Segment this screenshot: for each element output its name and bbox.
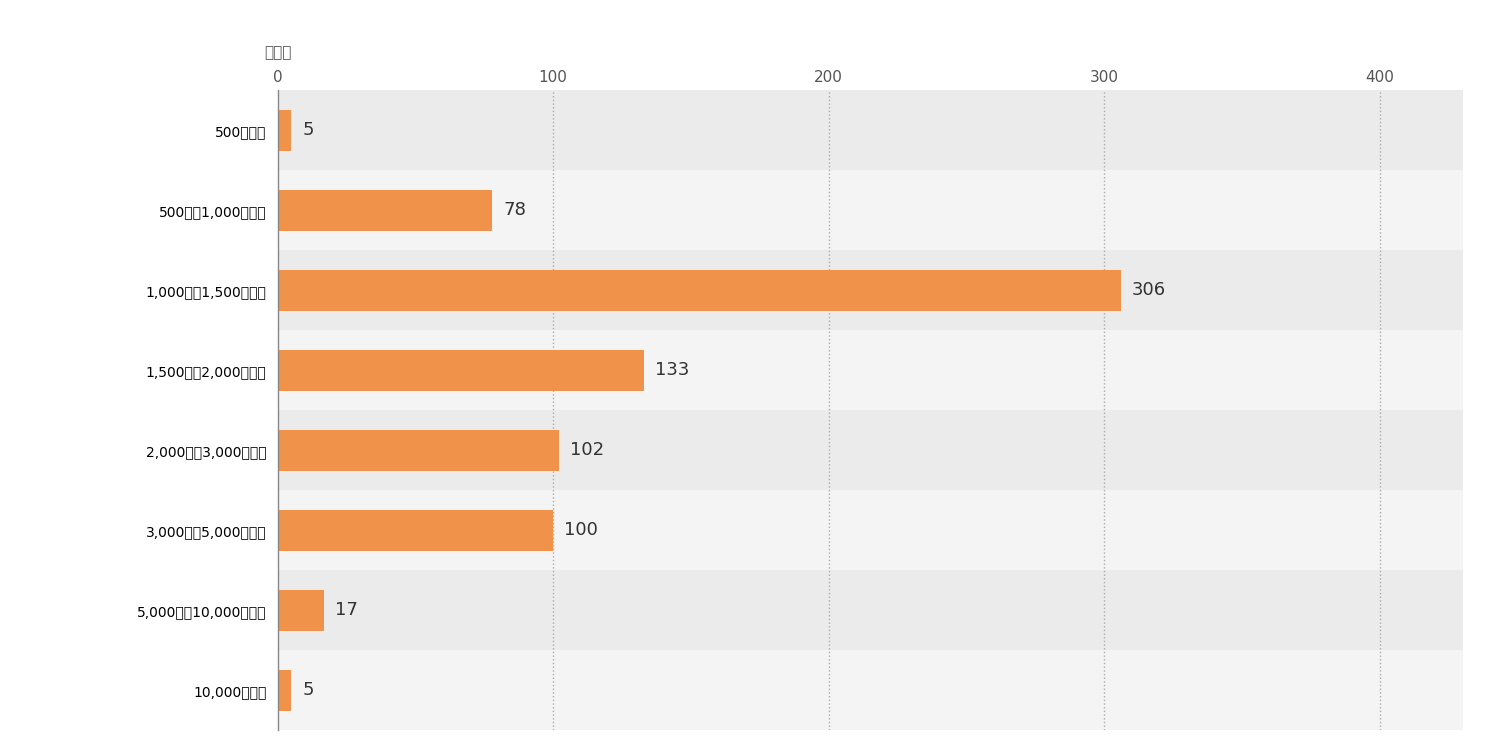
Bar	[278, 110, 291, 151]
Bar	[278, 270, 1120, 311]
Bar	[278, 170, 1462, 250]
Bar	[278, 510, 554, 551]
Bar	[278, 490, 1462, 571]
Text: 5: 5	[303, 121, 313, 139]
Text: 133: 133	[656, 361, 690, 380]
Bar	[278, 651, 1462, 730]
Text: 5: 5	[303, 681, 313, 700]
Bar	[278, 250, 1462, 331]
Text: 78: 78	[504, 201, 526, 219]
Text: 17: 17	[336, 602, 358, 620]
Text: 102: 102	[570, 441, 603, 459]
Bar	[278, 349, 644, 392]
Text: 100: 100	[564, 521, 598, 539]
Bar	[278, 90, 1462, 170]
Bar	[278, 571, 1462, 651]
Text: （人）: （人）	[264, 45, 291, 59]
Bar	[278, 429, 558, 471]
Bar	[278, 410, 1462, 490]
Bar	[278, 331, 1462, 410]
Bar	[278, 669, 291, 711]
Bar	[278, 590, 324, 631]
Text: 306: 306	[1132, 282, 1166, 300]
Bar	[278, 190, 492, 231]
